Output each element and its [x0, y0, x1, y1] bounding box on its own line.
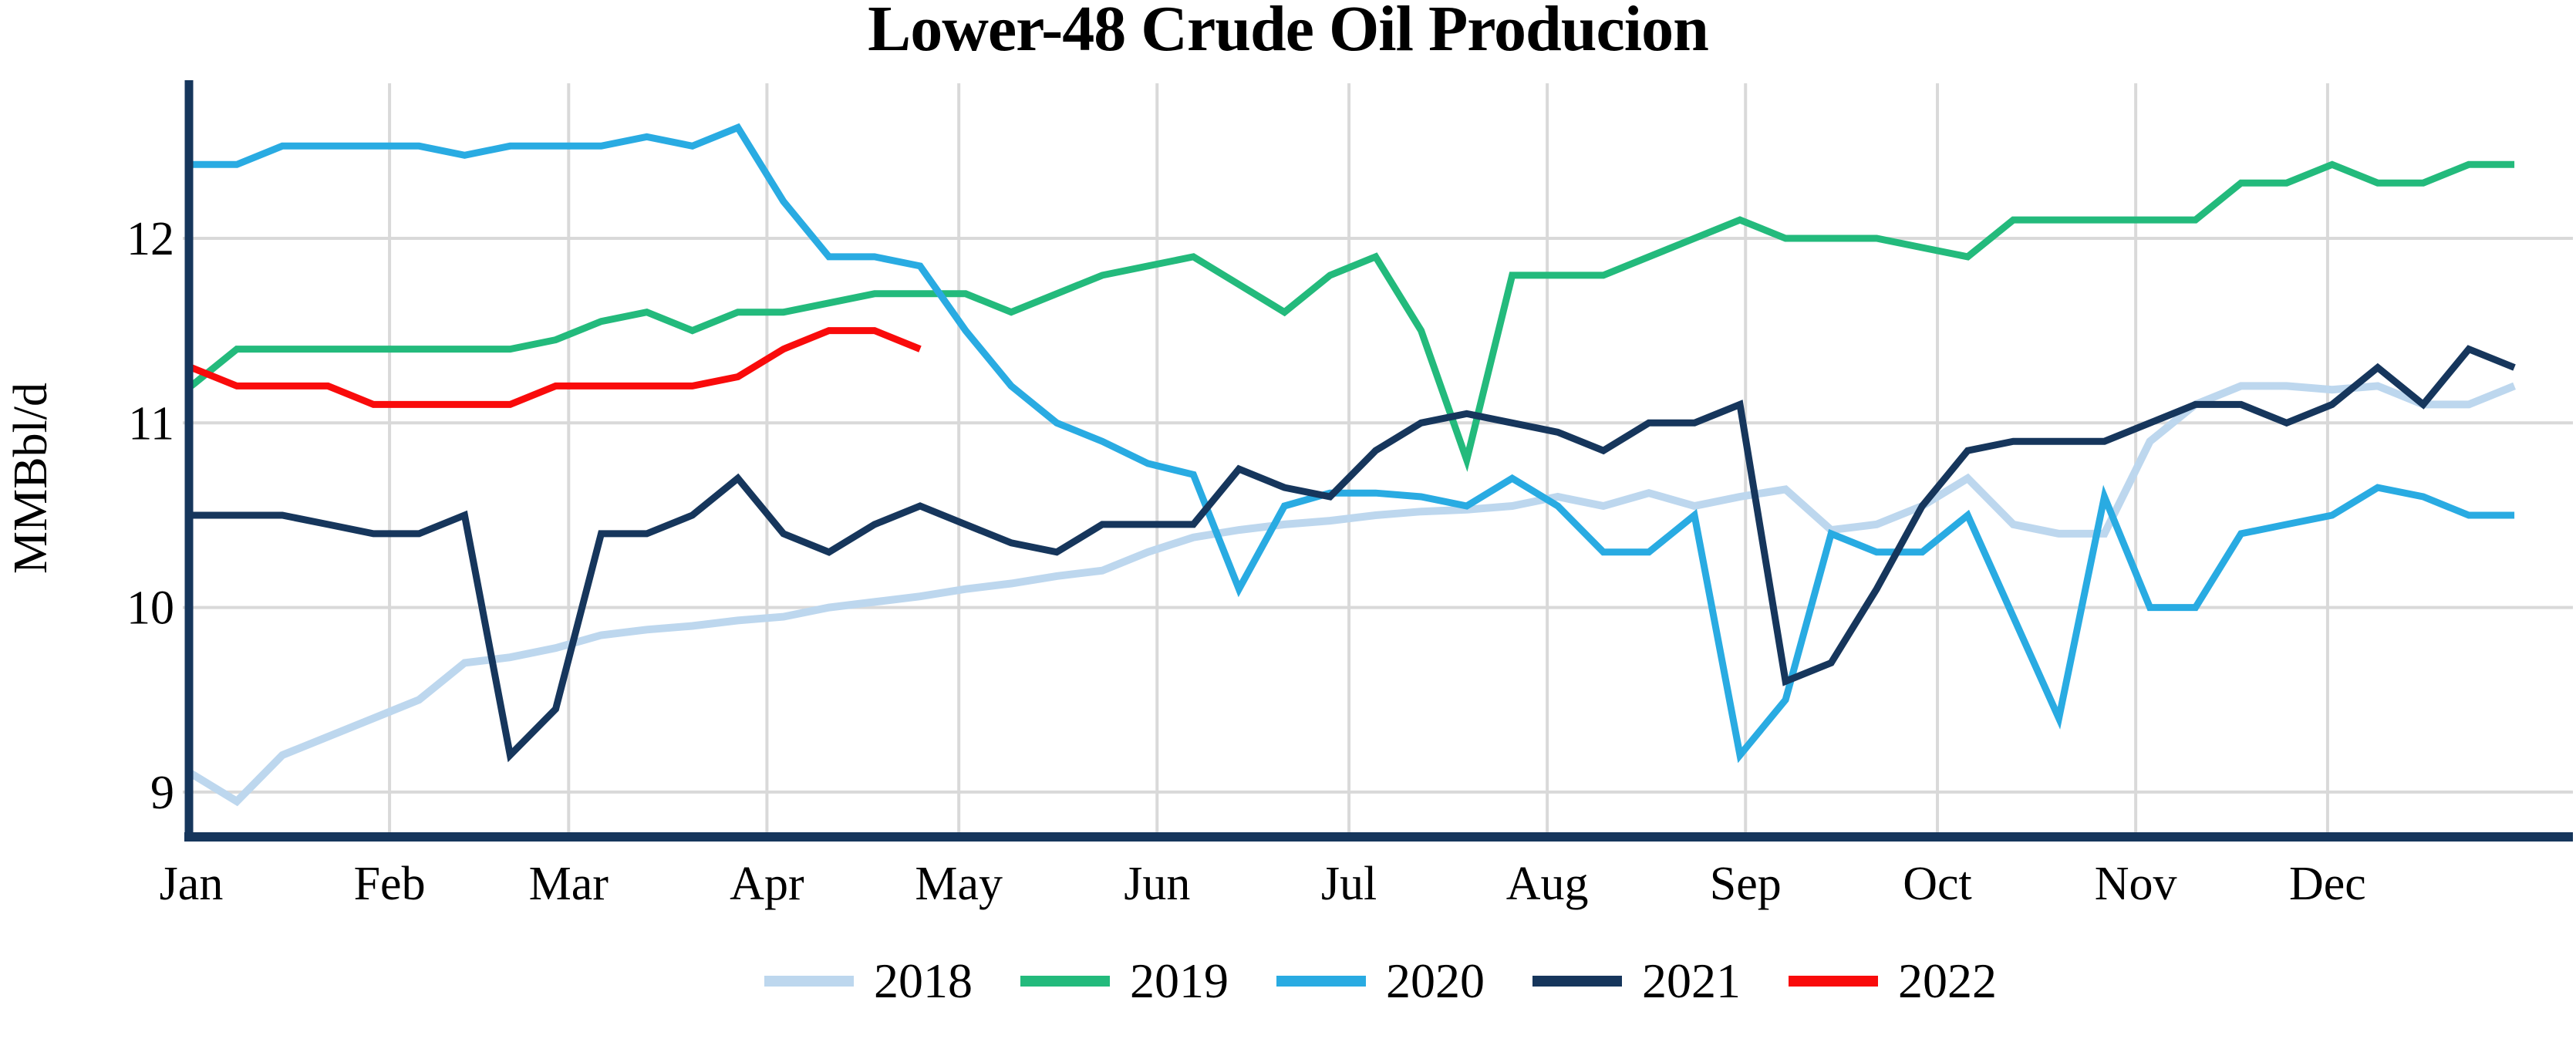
legend-item-2022: 2022: [1789, 953, 1997, 1009]
chart-title: Lower-48 Crude Oil Producion: [868, 0, 1709, 65]
x-tick-label-nov: Nov: [2095, 858, 2177, 910]
x-tick-label-feb: Feb: [354, 858, 426, 910]
legend-label-2020: 2020: [1386, 953, 1485, 1008]
legend-swatch-2018: [764, 976, 854, 987]
series-line-2020: [191, 123, 2515, 764]
legend-swatch-2019: [1020, 976, 1110, 987]
legend: 2018 2019 2020 2021 2022: [189, 950, 2572, 1012]
legend-item-2020: 2020: [1276, 953, 1485, 1009]
x-tick-label-dec: Dec: [2289, 858, 2366, 910]
x-tick-label-aug: Aug: [1506, 858, 1589, 910]
x-tick-label-jul: Jul: [1321, 858, 1377, 910]
y-tick-label-10: 10: [126, 582, 174, 635]
x-tick-label-may: May: [915, 858, 1003, 910]
legend-swatch-2022: [1789, 976, 1878, 987]
series-line-2019: [189, 160, 2515, 472]
x-tick-label-sep: Sep: [1710, 858, 1782, 910]
x-tick-label-jun: Jun: [1124, 858, 1190, 910]
legend-item-2018: 2018: [764, 953, 973, 1009]
series-line-2021: [191, 345, 2516, 763]
series-line-2022: [190, 327, 922, 408]
legend-label-2021: 2021: [1642, 953, 1741, 1008]
legend-item-2019: 2019: [1020, 953, 1229, 1009]
series-line-2018: [189, 382, 2516, 807]
x-tick-label-apr: Apr: [730, 858, 804, 910]
legend-swatch-2021: [1532, 976, 1622, 987]
x-tick-label-jan: Jan: [160, 858, 224, 910]
legend-label-2022: 2022: [1898, 953, 1997, 1008]
y-tick-label-11: 11: [128, 397, 174, 450]
legend-swatch-2020: [1276, 976, 1366, 987]
x-tick-label-oct: Oct: [1903, 858, 1972, 910]
legend-label-2018: 2018: [874, 953, 973, 1008]
legend-item-2021: 2021: [1532, 953, 1741, 1009]
y-tick-label-9: 9: [150, 767, 174, 819]
legend-label-2019: 2019: [1130, 953, 1229, 1008]
y-tick-label-12: 12: [126, 213, 174, 265]
x-tick-label-mar: Mar: [529, 858, 609, 910]
